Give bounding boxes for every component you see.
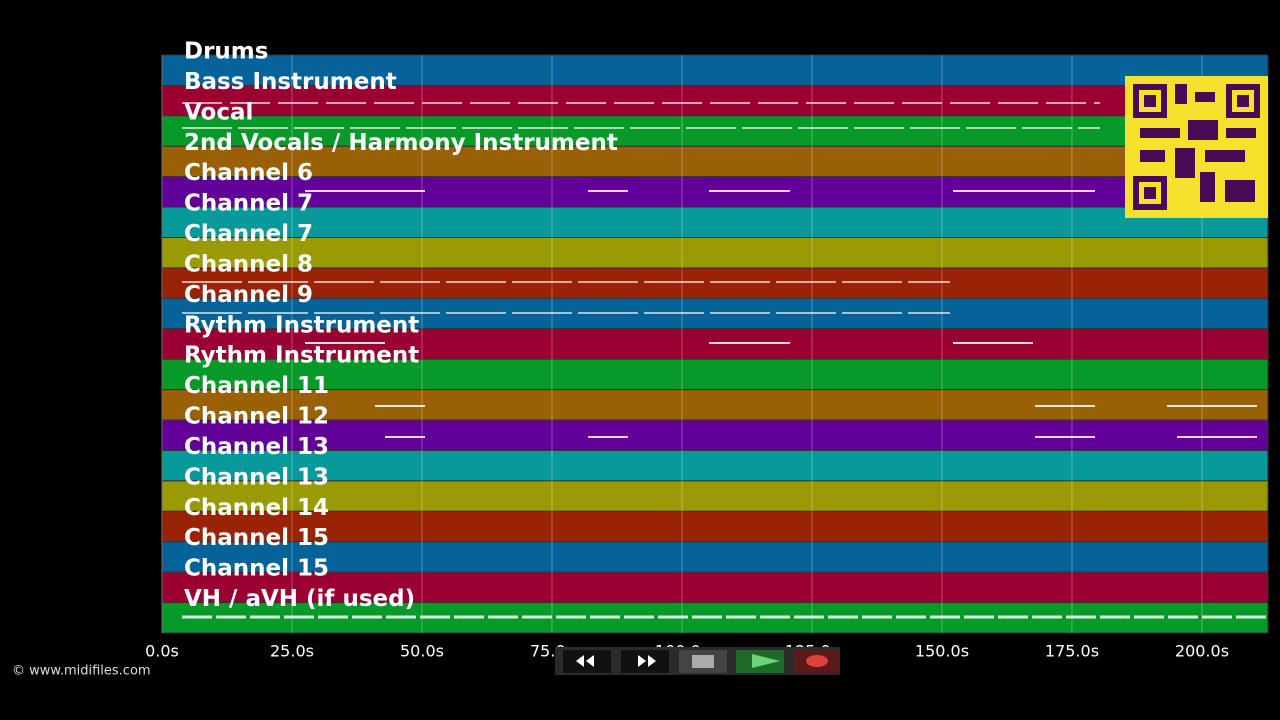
x-tick-label: 0.0s	[145, 642, 179, 661]
track-lane	[161, 389, 1269, 421]
track-label: Channel 8	[184, 251, 313, 277]
stop-button[interactable]	[679, 650, 727, 673]
track-lane	[161, 510, 1269, 543]
track-lane	[161, 571, 1269, 604]
track-label: Channel 13	[184, 464, 329, 490]
track-label: Channel 15	[184, 556, 329, 582]
track-label: Drums	[184, 39, 268, 65]
track-label: 2nd Vocals / Harmony Instrument	[184, 130, 618, 156]
x-tick-label: 200.0s	[1175, 642, 1229, 661]
track-lane	[161, 267, 1269, 299]
x-tick-label: 175.0s	[1045, 642, 1099, 661]
track-label: Channel 14	[184, 495, 329, 521]
track-label: Channel 9	[184, 282, 313, 308]
track-label: Channel 6	[184, 160, 313, 186]
track-label: Channel 7	[184, 221, 313, 247]
rewind-button[interactable]	[563, 650, 611, 673]
play-button[interactable]	[736, 650, 784, 673]
x-tick-label: 25.0s	[270, 642, 314, 661]
qr-code	[1125, 76, 1268, 218]
transport-controls	[555, 647, 840, 675]
track-label: Channel 12	[184, 404, 329, 430]
track-label: VH / aVH (if used)	[184, 586, 415, 612]
track-lane	[161, 115, 1269, 147]
track-label: Rythm Instrument	[184, 312, 419, 338]
track-lane	[161, 206, 1269, 239]
track-label: Channel 15	[184, 525, 329, 551]
forward-button[interactable]	[621, 650, 669, 673]
track-lane	[161, 358, 1269, 391]
track-label: Channel 13	[184, 434, 329, 460]
copyright: © www.midifiles.com	[12, 664, 151, 679]
track-label: Bass Instrument	[184, 69, 397, 95]
track-lane	[161, 54, 1269, 86]
track-label: Channel 11	[184, 373, 329, 399]
track-label: Rythm Instrument	[184, 343, 419, 369]
track-labels: Drums Bass Instrument Vocal 2nd Vocals / Ha…	[184, 39, 618, 613]
notes	[182, 102, 1268, 619]
track-label: Channel 7	[184, 191, 313, 217]
tracks	[161, 54, 1269, 634]
x-tick-label: 150.0s	[915, 642, 969, 661]
track-lane	[161, 84, 1269, 117]
track-lane	[161, 237, 1269, 269]
track-lane	[161, 449, 1269, 482]
record-button[interactable]	[794, 650, 840, 673]
x-tick-label: 50.0s	[400, 642, 444, 661]
track-lane	[161, 541, 1269, 573]
track-label: Vocal	[184, 99, 253, 125]
